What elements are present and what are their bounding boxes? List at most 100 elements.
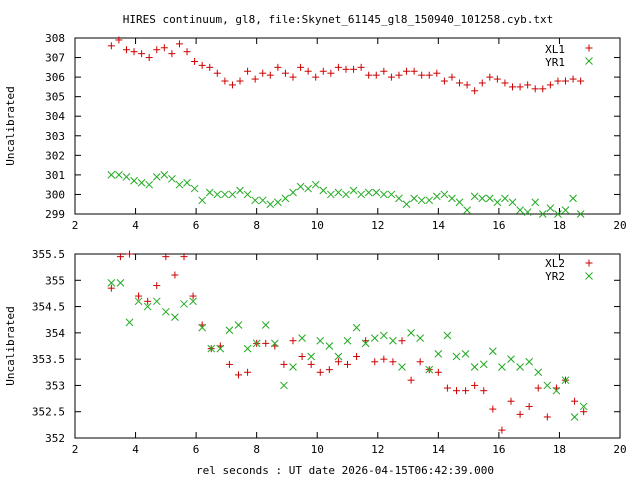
yr1-point — [107, 171, 116, 179]
xl2-point — [580, 408, 588, 416]
xl1-point — [524, 81, 532, 89]
bottom-x-axis-label: rel seconds : UT date 2026-04-15T06:42:3… — [196, 464, 494, 477]
bottom-x-tick-label: 6 — [193, 443, 200, 456]
yr1-point — [379, 190, 388, 199]
xl2-point — [225, 360, 233, 368]
xl2-point — [116, 253, 124, 261]
xl1-point — [145, 54, 153, 62]
yr1-point — [319, 186, 328, 195]
xl2-point — [471, 381, 479, 389]
yr2-point — [498, 363, 506, 371]
bottom-y-axis-label: Uncalibrated — [4, 306, 17, 385]
yr1-point — [493, 198, 502, 207]
top-y-tick-label: 305 — [45, 91, 65, 104]
yr1-point — [168, 174, 176, 183]
yr1-point — [228, 190, 237, 199]
xl1-point — [493, 75, 501, 83]
yr2-point — [570, 413, 579, 421]
yr2-point — [352, 323, 361, 332]
yr2-point — [171, 313, 179, 321]
xl1-point — [312, 73, 320, 81]
yr1-point — [410, 194, 418, 203]
xl1-point — [160, 44, 168, 52]
yr1-point — [455, 198, 464, 207]
yr1-point — [326, 190, 335, 199]
xl1-point — [516, 83, 524, 91]
xl1-point — [471, 87, 479, 95]
xl1-point — [228, 81, 236, 89]
xl1-point — [486, 73, 494, 81]
xl1-point — [456, 79, 464, 87]
xl1-point — [289, 73, 297, 81]
xl1-point — [198, 61, 206, 69]
yr2-point — [334, 352, 343, 361]
yr1-point — [334, 188, 343, 197]
xl1-point — [380, 67, 388, 75]
yr1-point — [145, 180, 154, 189]
yr1-point — [448, 194, 456, 203]
xl1-point — [357, 63, 365, 71]
yr1-point — [470, 192, 479, 201]
yr1-point — [364, 188, 373, 197]
top-y-tick-label: 300 — [45, 188, 65, 201]
yr1-point — [304, 184, 312, 193]
xl1-point — [539, 85, 547, 93]
yr2-point — [316, 336, 325, 345]
yr2-point — [180, 300, 188, 308]
xl1-point — [418, 71, 426, 79]
bottom-x-tick-label: 18 — [553, 443, 566, 456]
xl2-point — [389, 358, 397, 366]
xl1-point — [221, 77, 229, 85]
yr2-point — [516, 363, 524, 371]
bottom-x-tick-label: 20 — [613, 443, 626, 456]
xl1-point — [191, 57, 199, 65]
xl1-point — [259, 69, 267, 77]
xl1-point — [319, 67, 327, 75]
bottom-ticks: 2 4 6 8 10 12 14 16 18 20 352 352.5 353 353.5 354 354.5… — [32, 248, 627, 456]
yr2-point — [525, 357, 534, 366]
bottom-x-tick-label: 16 — [492, 443, 505, 456]
top-marks — [107, 36, 585, 218]
yr1-point — [183, 178, 191, 187]
xl1-point — [138, 50, 146, 58]
xl2-point — [398, 337, 406, 345]
xl1-point — [281, 69, 289, 77]
yr1-point — [561, 206, 570, 214]
bottom-marks — [107, 250, 588, 434]
xl1-point — [206, 63, 214, 71]
bottom-x-tick-label: 8 — [253, 443, 260, 456]
legend-yr2-label: YR2 — [545, 270, 565, 283]
xl2-point — [416, 358, 424, 366]
yr1-point — [175, 180, 184, 189]
yr1-point — [372, 188, 381, 197]
xl2-point — [453, 387, 460, 395]
xl2-point — [262, 339, 270, 347]
top-y-tick-label: 299 — [45, 208, 65, 221]
legend-xl2-marker — [585, 259, 593, 267]
yr2-point — [343, 336, 352, 345]
xl1-point — [274, 63, 282, 71]
xl1-point — [122, 46, 130, 54]
bottom-x-tick-label: 4 — [132, 443, 139, 456]
yr1-point — [122, 172, 131, 181]
yr2-point — [543, 381, 552, 390]
top-y-tick-label: 308 — [45, 32, 65, 45]
top-plot-frame — [74, 37, 621, 215]
yr1-point — [569, 194, 577, 203]
yr2-point — [370, 334, 379, 342]
yr1-point — [342, 190, 350, 199]
yr1-point — [281, 194, 290, 203]
xl2-point — [307, 360, 315, 368]
bottom-x-tick-label: 10 — [311, 443, 324, 456]
xl1-point — [334, 63, 342, 71]
xl2-point — [498, 426, 506, 434]
yr2-point — [379, 331, 388, 340]
top-y-tick-label: 307 — [45, 52, 65, 65]
yr2-point — [125, 318, 134, 327]
bottom-y-tick-label: 355 — [45, 274, 65, 287]
yr1-point — [576, 210, 585, 218]
xl1-point — [130, 48, 138, 56]
yr1-point — [152, 172, 161, 181]
xl2-point — [325, 366, 333, 374]
xl2-point — [126, 250, 133, 258]
